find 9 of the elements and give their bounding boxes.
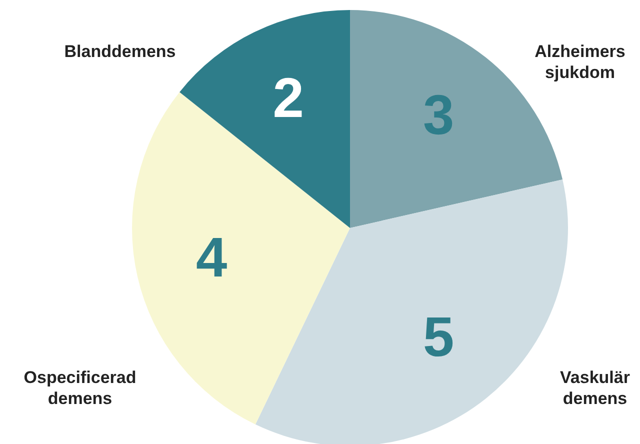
data-label: 2 [272, 66, 304, 130]
slice-label: Alzheimers sjukdom [534, 42, 626, 82]
data-label: 5 [422, 305, 454, 368]
data-label: 3 [422, 82, 454, 146]
slice-label: Vaskulär demens [560, 368, 630, 408]
pie-slice [180, 10, 350, 228]
data-label: 4 [196, 226, 228, 289]
slice-label: Ospecificerad demens [24, 368, 136, 408]
slice-label: Blanddemens [64, 42, 176, 61]
